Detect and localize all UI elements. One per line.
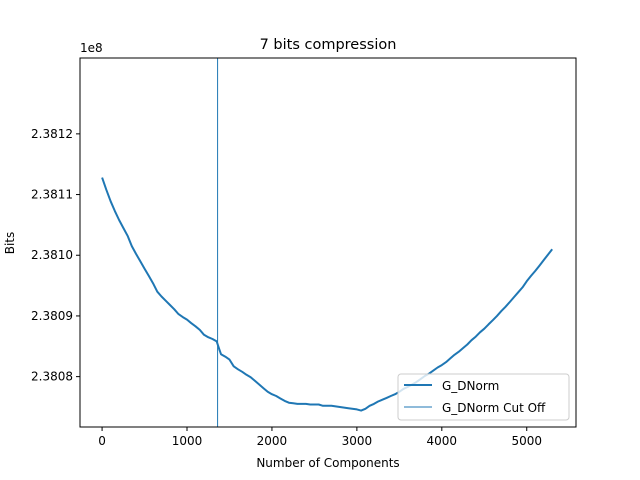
- x-axis-ticks: 0 1000 2000 3000 4000 5000: [98, 427, 542, 448]
- y-axis-ticks: 2.3808 2.3809 2.3810 2.3811 2.3812: [31, 127, 80, 384]
- y-tick-label: 2.3811: [31, 188, 73, 202]
- y-tick-label: 2.3808: [31, 370, 73, 384]
- y-axis-label: Bits: [3, 232, 17, 255]
- y-offset-label: 1e8: [80, 41, 103, 55]
- y-tick-label: 2.3809: [31, 309, 73, 323]
- y-tick-label: 2.3810: [31, 248, 73, 262]
- legend-label-cut-off: G_DNorm Cut Off: [442, 401, 546, 415]
- x-tick-label: 5000: [511, 434, 542, 448]
- series-layer: [101, 58, 553, 427]
- x-tick-label: 2000: [257, 434, 288, 448]
- chart-legend: G_DNorm G_DNorm Cut Off: [397, 373, 570, 421]
- legend-box: [397, 373, 570, 421]
- x-tick-label: 1000: [172, 434, 203, 448]
- x-tick-label: 0: [98, 434, 106, 448]
- series-line-g-dnorm: [101, 177, 553, 412]
- x-tick-label: 4000: [427, 434, 458, 448]
- y-tick-label: 2.3812: [31, 127, 73, 141]
- x-tick-label: 3000: [342, 434, 373, 448]
- x-axis-label: Number of Components: [256, 456, 399, 470]
- chart-title: 7 bits compression: [260, 37, 397, 53]
- legend-label-g-dnorm: G_DNorm: [442, 379, 499, 393]
- plot-frame: [79, 57, 577, 428]
